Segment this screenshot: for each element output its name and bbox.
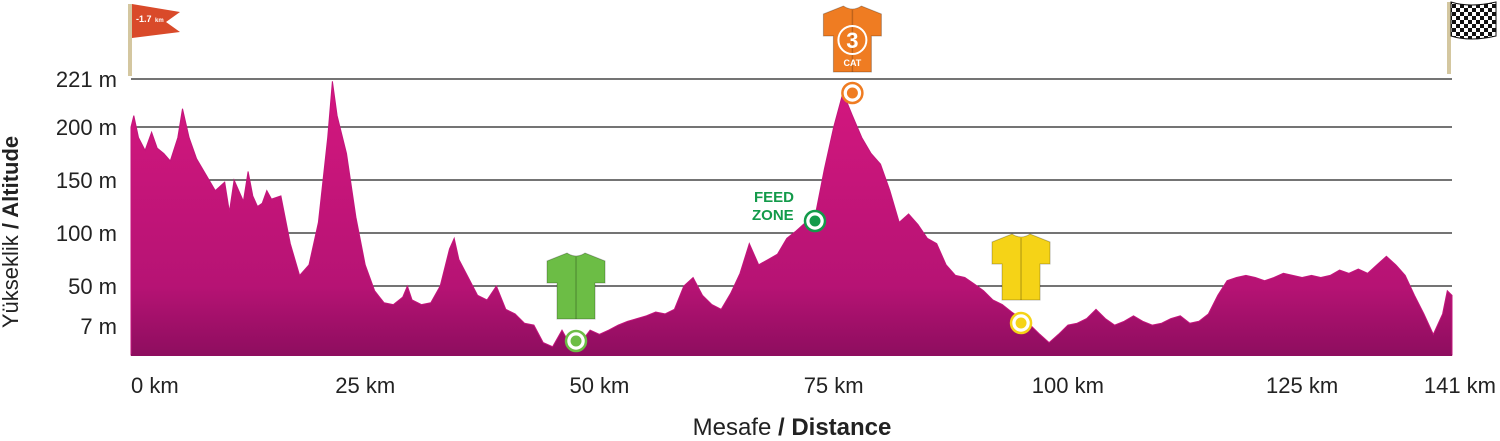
y-axis-label-prefix: Yükseklik [0, 234, 23, 328]
y-tick-label: 7 m [80, 314, 117, 339]
jersey-icon [546, 252, 606, 353]
flag-pole [128, 4, 132, 76]
y-tick-label: 100 m [56, 221, 117, 246]
jersey-icon [991, 233, 1051, 335]
x-axis-ticks: 0 km 25 km 50 km 75 km 100 km 125 km 141 km [131, 373, 1496, 398]
point-marker-dot [846, 87, 858, 99]
flag-label: -1.7 [136, 14, 152, 24]
point-marker-dot [570, 335, 582, 347]
checkered-cloth [1450, 1, 1497, 40]
flag-unit: km [155, 18, 164, 24]
x-axis-label-prefix: Mesafe [693, 414, 772, 441]
x-tick-label: 75 km [804, 373, 864, 398]
point-marker-dot [1015, 317, 1027, 329]
point-marker-dot [809, 215, 821, 227]
elevation-area [130, 81, 1453, 356]
y-tick-label: 221 m [56, 67, 117, 92]
finish-flag-icon [1447, 1, 1497, 74]
category-ring [837, 25, 868, 55]
jersey-icon: 3 CAT [822, 5, 882, 105]
category-number: 3 [846, 28, 858, 53]
y-axis-label-main: / Altitude [0, 136, 23, 229]
jersey-shape [546, 252, 606, 320]
flag-cloth [132, 4, 180, 38]
x-axis-label-main: / Distance [778, 414, 891, 441]
y-axis-ticks: 7 m 50 m 100 m 150 m 200 m 221 m [56, 67, 117, 339]
x-tick-label: 100 km [1032, 373, 1104, 398]
x-tick-label: 0 km [131, 373, 179, 398]
category-label: CAT [843, 58, 861, 68]
jersey-shape [991, 233, 1051, 301]
flag-pole [1447, 2, 1451, 74]
feed-zone-label-line2: ZONE [752, 207, 794, 224]
feed-zone-label-line1: FEED [754, 189, 794, 206]
y-tick-label: 200 m [56, 115, 117, 140]
y-axis-label: Yükseklik / Altitude [0, 136, 23, 328]
x-tick-label: 25 km [335, 373, 395, 398]
x-tick-label: 50 km [569, 373, 629, 398]
start-flag-icon: -1.7 km [128, 4, 180, 76]
x-axis-label: Mesafe / Distance [693, 414, 892, 441]
y-tick-label: 150 m [56, 168, 117, 193]
y-tick-label: 50 m [68, 274, 117, 299]
jersey-shape [822, 5, 882, 73]
x-tick-label: 125 km [1266, 373, 1338, 398]
elevation-area-path [130, 81, 1453, 356]
x-tick-label: 141 km [1424, 373, 1496, 398]
